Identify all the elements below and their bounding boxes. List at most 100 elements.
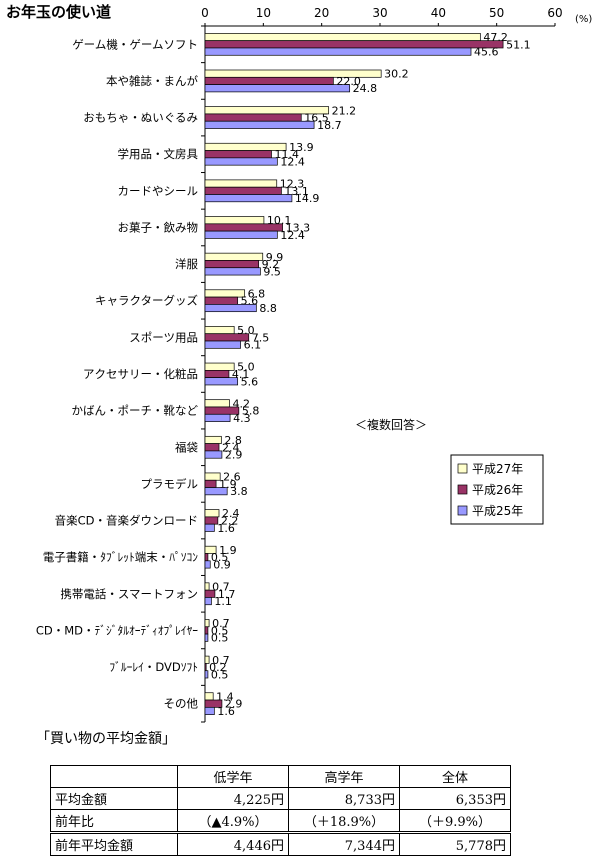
- legend-swatch: [457, 463, 468, 474]
- bar: [204, 47, 472, 56]
- data-label: 9.5: [263, 265, 281, 278]
- category-label: 携帯電話・スマートフォン: [60, 587, 198, 601]
- bar: [204, 113, 302, 122]
- bar: [204, 377, 239, 386]
- category-label: ゲーム機・ゲームソフト: [72, 37, 198, 51]
- category-label: アクセサリー・化粧品: [83, 367, 198, 381]
- category-label: おもちゃ・ぬいぐるみ: [83, 111, 198, 125]
- data-label: 1.6: [217, 705, 235, 718]
- bar: [204, 333, 250, 342]
- data-label: 1.1: [214, 595, 232, 608]
- data-label: 1.6: [217, 522, 235, 535]
- bar: [204, 260, 260, 269]
- table-cell: 4,225円: [177, 787, 289, 810]
- table-row: 前年比 （▲4.9%） （＋18.9%） （＋9.9%）: [50, 809, 511, 833]
- bar: [204, 435, 222, 444]
- chart-title: お年玉の使い道: [6, 3, 111, 21]
- note-label: ＜複数回答＞: [355, 417, 427, 432]
- bar: [204, 413, 231, 422]
- data-label: 21.2: [332, 104, 357, 117]
- data-label: 30.2: [384, 68, 409, 81]
- category-label: プラモデル: [141, 477, 199, 491]
- bar: [204, 362, 235, 371]
- data-label: 18.7: [317, 119, 342, 132]
- x-tick-label: 40: [431, 6, 446, 20]
- table-row: 平均金額 4,225円 8,733円 6,353円: [50, 787, 511, 810]
- data-label: 2.2: [221, 515, 239, 528]
- bar: [204, 194, 293, 203]
- legend-label: 平成27年: [472, 462, 523, 476]
- bar: [204, 487, 228, 496]
- row-label: 前年平均金額: [50, 831, 178, 856]
- data-label: 0.2: [209, 661, 227, 674]
- legend-swatch: [457, 484, 468, 495]
- table-cell: 4,446円: [177, 831, 289, 856]
- bar: [204, 597, 212, 606]
- bar: [204, 545, 217, 554]
- category-label: 本や雑誌・まんが: [106, 74, 198, 88]
- bar: [204, 230, 278, 239]
- bar: [204, 84, 351, 93]
- bars: 47.251.145.630.222.024.821.216.518.713.9…: [204, 31, 531, 718]
- unit-label: (%): [575, 14, 592, 25]
- row-label: 平均金額: [50, 787, 178, 810]
- bar: [204, 399, 230, 408]
- data-label: 4.3: [233, 412, 251, 425]
- data-label: 3.8: [230, 485, 248, 498]
- category-label: 学用品・文房具: [118, 147, 199, 161]
- table-header-lower-grade: 低学年: [177, 765, 289, 788]
- bar: [204, 157, 278, 166]
- data-label: 0.5: [211, 632, 229, 645]
- legend-label: 平成26年: [472, 483, 523, 497]
- x-tick-label: 60: [547, 6, 562, 20]
- table-row: 前年平均金額 4,446円 7,344円 5,778円: [50, 831, 511, 856]
- category-label: CD・MD・ﾃﾞｼﾞﾀﾙｵｰﾃﾞｨｵﾌﾟﾚｲﾔｰ: [36, 623, 198, 637]
- data-label: 6.8: [248, 287, 266, 300]
- data-label: 6.1: [244, 339, 261, 352]
- x-tick-label: 30: [372, 6, 387, 20]
- data-label: 12.3: [280, 178, 305, 191]
- category-label: 電子書籍・ﾀﾌﾞﾚｯﾄ端末・ﾊﾟｿｺﾝ: [43, 550, 198, 564]
- bar: [204, 670, 209, 679]
- bar: [204, 706, 215, 715]
- data-label: 14.9: [295, 192, 320, 205]
- bar: [204, 560, 211, 569]
- bar: [204, 267, 261, 276]
- category-label: 洋服: [175, 257, 198, 271]
- bar: [204, 582, 210, 591]
- category-label: キャラクターグッズ: [95, 294, 198, 308]
- data-label: 0.7: [212, 654, 230, 667]
- data-label: 9.9: [266, 251, 284, 264]
- legend-swatch: [457, 505, 468, 516]
- bar: [204, 150, 272, 159]
- data-label: 51.1: [506, 38, 531, 51]
- category-label: かばん・ポーチ・靴など: [72, 404, 199, 418]
- bar: [204, 216, 265, 225]
- category-label: スポーツ用品: [129, 330, 198, 344]
- plot-area: [201, 25, 555, 723]
- data-label: 5.6: [241, 375, 259, 388]
- x-axis: 0 10 20 30 40 50 60: [201, 6, 563, 26]
- table-cell: 5,778円: [399, 831, 511, 856]
- data-label: 0.5: [211, 551, 229, 564]
- data-label: 1.9: [219, 544, 237, 557]
- bar: [204, 120, 315, 129]
- data-label: 8.8: [259, 302, 277, 315]
- category-label: カードやシール: [118, 184, 199, 198]
- bar: [204, 326, 235, 335]
- row-label: 前年比: [50, 809, 178, 833]
- table-header-row: 低学年 高学年 全体: [50, 765, 511, 788]
- data-label: 12.4: [280, 229, 305, 242]
- data-label: 13.3: [286, 221, 311, 234]
- bar: [204, 40, 504, 49]
- bar: [204, 626, 209, 635]
- data-label: 0.9: [213, 558, 231, 571]
- bar: [204, 516, 219, 525]
- price-table-title: 「買い物の平均金額」: [36, 731, 176, 747]
- data-label: 1.7: [218, 588, 236, 601]
- table-cell: 6,353円: [399, 787, 511, 810]
- bar: [204, 443, 220, 452]
- bar: [204, 553, 209, 562]
- table-cell: （＋9.9%）: [399, 809, 511, 833]
